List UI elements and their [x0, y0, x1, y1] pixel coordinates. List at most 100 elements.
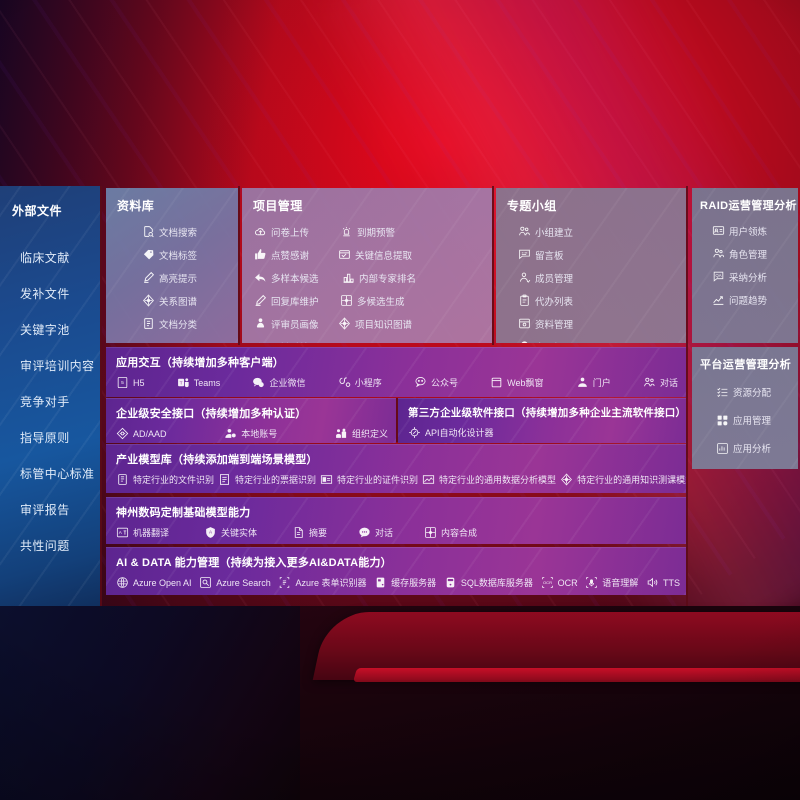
security-item-local-account[interactable]: 本地账号	[224, 424, 277, 443]
svg-text:A: A	[119, 530, 123, 535]
platform-item-resource-allocation[interactable]: 资源分配	[712, 378, 792, 406]
ai-item-azure-search[interactable]: Azure Search	[199, 573, 271, 592]
sidebar-item-standards-center[interactable]: 标管中心标准	[20, 466, 95, 481]
industry-item-file-recognize[interactable]: 特定行业的文件识别	[116, 470, 214, 489]
security-item-organization[interactable]: 组织定义	[335, 424, 388, 443]
h5-icon: 5	[116, 376, 129, 389]
organization-icon	[335, 427, 348, 440]
library-item-document-search[interactable]: 文档搜索	[138, 220, 232, 243]
raid-item-adoption-analysis[interactable]: QA 采纳分析	[708, 265, 792, 288]
project-item-reply-library[interactable]: 回复库维护	[250, 289, 336, 312]
ai-item-ocr[interactable]: OCR OCR	[541, 573, 578, 592]
ai-item-tts[interactable]: TTS	[646, 573, 680, 592]
ocr-icon: OCR	[541, 576, 554, 589]
project-item-one-click-adopt[interactable]: 一键采纳	[250, 335, 338, 344]
project-item-label: 问卷上传	[271, 227, 310, 239]
band-ai-data-items: Azure Open AI Azure Search Azure 表单识别器 缓…	[106, 573, 686, 592]
library-item-document-classify[interactable]: 文档分类	[138, 312, 232, 335]
dcits-item-summary[interactable]: 摘要	[292, 523, 358, 542]
team-item-message-board[interactable]: 留言板	[514, 243, 592, 266]
user-card-icon	[712, 224, 725, 237]
project-item-expert-ranking[interactable]: 内部专家排名	[338, 266, 422, 289]
project-item-key-info-extract[interactable]: 关键信息提取	[334, 243, 420, 266]
dcits-item-content-synthesis[interactable]: 内容合成	[424, 523, 514, 542]
tag-icon	[142, 248, 155, 261]
panel-project-title: 项目管理	[253, 199, 303, 213]
team-item-label: 成员管理	[535, 273, 574, 285]
divider-library-project	[238, 186, 240, 345]
sidebar-item-common-issues[interactable]: 共性问题	[20, 538, 70, 553]
api-designer-icon	[408, 426, 421, 439]
library-item-highlight[interactable]: 高亮提示	[138, 266, 232, 289]
project-item-questionnaire-upload[interactable]: 问卷上传	[250, 220, 336, 243]
sidebar-item-list: 临床文献 发补文件 关键字池 审评培训内容 竞争对手 指导原则 标管中心标准 审…	[0, 219, 100, 563]
app-item-web-window[interactable]: Web飘窗	[490, 373, 544, 392]
bell-icon	[518, 340, 531, 343]
app-item-teams[interactable]: T Teams	[177, 373, 220, 392]
ai-item-azure-form-recognizer[interactable]: Azure 表单识别器	[278, 573, 366, 592]
chat-bubble-icon	[358, 526, 371, 539]
industry-item-data-analysis-model[interactable]: 特定行业的通用数据分析模型	[422, 470, 556, 489]
industry-item-id-card-recognize[interactable]: 特定行业的证件识别	[320, 470, 418, 489]
team-item-group-create[interactable]: 小组建立	[514, 220, 606, 243]
archive-manage-icon	[518, 317, 531, 330]
app-item-portal[interactable]: 门户	[576, 373, 611, 392]
raid-item-issue-trend[interactable]: 问题趋势	[708, 288, 792, 311]
ai-item-sql-database[interactable]: SQL数据库服务器	[444, 573, 533, 592]
app-item-mini-program[interactable]: 小程序	[338, 373, 382, 392]
sidebar-item-review-report[interactable]: 审评报告	[20, 502, 70, 517]
sidebar-item-guidelines[interactable]: 指导原则	[20, 430, 70, 445]
dcits-item-key-entity[interactable]: A 关键实体	[204, 523, 292, 542]
band-enterprise-security: 企业级安全接口（持续增加多种认证） AD/AAD 本地账号 组织定义	[106, 398, 396, 443]
local-account-icon	[224, 427, 237, 440]
ai-item-speech-understanding[interactable]: 语音理解	[585, 573, 638, 592]
platform-item-app-analysis[interactable]: 应用分析	[712, 434, 792, 462]
project-item-multi-sample[interactable]: 多样本候选	[250, 266, 338, 289]
dcits-item-chat[interactable]: 对话	[358, 523, 424, 542]
raid-item-user-refine[interactable]: 用户领炼	[708, 219, 792, 242]
team-item-todo-list[interactable]: 代办列表	[514, 289, 592, 312]
ai-item-azure-openai[interactable]: Azure Open AI	[116, 573, 192, 592]
dcits-item-machine-translate[interactable]: A 机器翻译	[116, 523, 204, 542]
divider-security-thirdparty	[396, 398, 398, 442]
industry-item-invoice-recognize[interactable]: 特定行业的票据识别	[218, 470, 316, 489]
library-item-relation-graph[interactable]: 关系图谱	[138, 289, 232, 312]
raid-item-role-manage[interactable]: 角色管理	[708, 242, 792, 265]
sidebar-item-keyword-pool[interactable]: 关键字池	[20, 322, 70, 337]
document-search-icon	[142, 225, 155, 238]
app-item-dialog[interactable]: 对话	[643, 373, 678, 392]
sidebar-item-clinical-literature[interactable]: 临床文献	[20, 250, 70, 265]
app-item-h5[interactable]: 5 H5	[116, 373, 145, 392]
team-item-archive-manage[interactable]: 资料管理	[514, 312, 606, 335]
project-item-thanks[interactable]: 点赞感谢	[250, 243, 334, 266]
mini-program-icon	[338, 376, 351, 389]
platform-item-app-management[interactable]: 应用管理	[712, 406, 792, 434]
panel-raid-title: RAID运营管理分析	[700, 200, 797, 212]
project-item-knowledge-graph[interactable]: 项目知识图谱	[334, 312, 432, 335]
team-item-label: 资料管理	[535, 319, 574, 331]
sidebar-item-competitors[interactable]: 竞争对手	[20, 394, 70, 409]
project-item-reviewer-portrait[interactable]: 评审员画像	[250, 312, 334, 335]
app-item-wechat-work[interactable]: 企业微信	[252, 373, 305, 392]
app-item-official-account[interactable]: 公众号	[414, 373, 458, 392]
industry-item-knowledge-model[interactable]: 特定行业的通用知识测课模型	[560, 470, 686, 489]
security-item-ad-aad[interactable]: AD/AAD	[116, 424, 167, 443]
sidebar: 外部文件 临床文献 发补文件 关键字池 审评培训内容 竞争对手 指导原则 标管中…	[0, 186, 100, 606]
teams-icon: T	[177, 376, 190, 389]
team-item-member-manage[interactable]: 成员管理	[514, 266, 606, 289]
team-item-event-reminder[interactable]: 事项提醒	[514, 335, 592, 343]
library-item-document-tag[interactable]: 文档标签	[138, 243, 232, 266]
project-item-label: 关键信息提取	[355, 250, 413, 262]
panel-platform-analysis: 平台运营管理分析 资源分配 应用管理 应用分析	[692, 347, 798, 469]
sidebar-item-supplement-files[interactable]: 发补文件	[20, 286, 70, 301]
svg-text:5: 5	[121, 380, 124, 386]
app-item-label: 门户	[592, 378, 611, 388]
sidebar-item-review-training[interactable]: 审评培训内容	[20, 358, 95, 373]
ranking-bar-icon	[342, 271, 355, 284]
project-item-multi-candidate[interactable]: 多候选生成	[336, 289, 424, 312]
dcits-item-label: 关键实体	[221, 528, 258, 538]
third-party-item-api-designer[interactable]: API自动化设计器	[408, 423, 494, 442]
ai-item-cache-server[interactable]: 缓存服务器	[374, 573, 436, 592]
project-item-expiry-alert[interactable]: 到期预警	[336, 220, 424, 243]
library-item-label: 文档分类	[159, 319, 198, 331]
